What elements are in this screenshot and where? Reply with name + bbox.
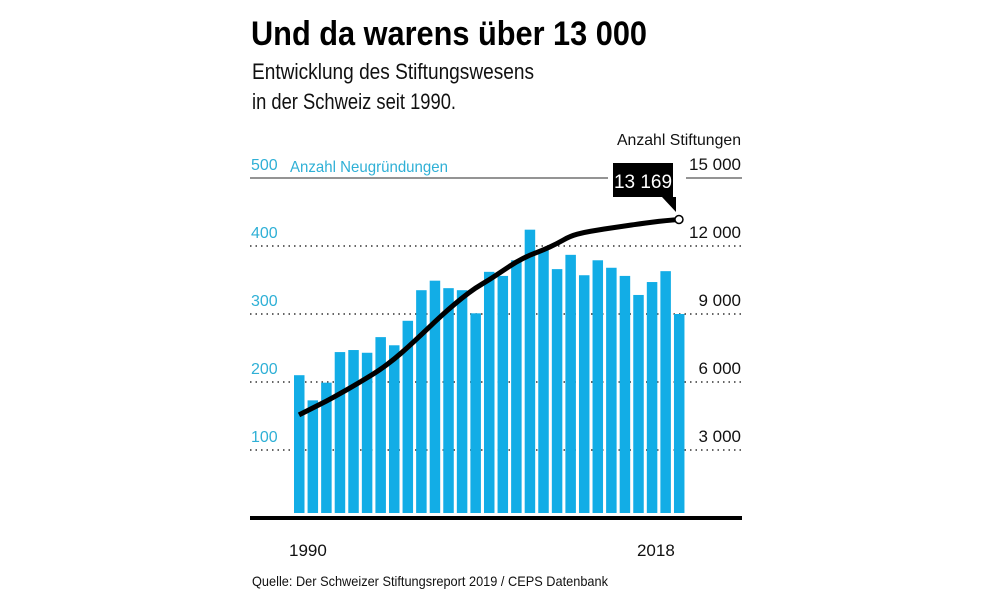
- bar-2008: [538, 250, 549, 513]
- right-tick-label: 12 000: [689, 223, 741, 242]
- left-axis-title: Anzahl Neugründungen: [290, 159, 448, 176]
- left-tick-label: 400: [251, 225, 278, 242]
- bar-1999: [416, 290, 427, 513]
- chart-title: Und da warens über 13 000: [251, 15, 647, 53]
- chart-subtitle-1: Entwicklung des Stiftungswesens: [252, 59, 534, 84]
- x-tick-label: 2018: [637, 541, 675, 560]
- bar-2014: [619, 275, 631, 513]
- bar-2006: [511, 260, 522, 513]
- annotation-pointer: [662, 197, 676, 212]
- bar-1994: [348, 350, 359, 513]
- bar-2017: [660, 271, 671, 513]
- bar-2011: [578, 275, 590, 513]
- bar-2013: [606, 267, 617, 513]
- bar-2010: [565, 254, 576, 513]
- annotation-box: [613, 163, 673, 197]
- bar-2000: [429, 280, 441, 513]
- left-tick-label: 300: [251, 293, 278, 310]
- series-line-stiftungen: [297, 217, 680, 418]
- right-axis-title: Anzahl Stiftungen: [617, 132, 741, 149]
- x-tick-label: 1990: [289, 541, 327, 560]
- bar-1992: [321, 382, 332, 513]
- bar-2004: [483, 271, 495, 513]
- left-tick-label: 500: [251, 157, 278, 174]
- right-tick-label: 15 000: [689, 155, 741, 174]
- bar-1995: [361, 352, 373, 513]
- source: Quelle: Der Schweizer Stiftungsreport 20…: [252, 573, 609, 589]
- bar-2016: [646, 282, 658, 513]
- bar-1993: [334, 352, 346, 513]
- annotation-value: 13 169: [614, 172, 672, 193]
- line-end-marker: [674, 214, 684, 225]
- bar-1990: [294, 375, 305, 513]
- bar-2007: [524, 229, 536, 513]
- bar-2001: [443, 288, 454, 513]
- bar-2012: [592, 260, 604, 513]
- bar-1991: [307, 400, 319, 513]
- right-tick-label: 9 000: [698, 291, 741, 310]
- bar-2015: [633, 294, 644, 513]
- bar-2018: [673, 314, 685, 513]
- chart-subtitle-2: in der Schweiz seit 1990.: [252, 89, 456, 114]
- bar-2005: [497, 275, 509, 513]
- bar-2009: [551, 269, 563, 513]
- bar-2002: [456, 290, 468, 513]
- bar-1998: [402, 320, 414, 513]
- bar-1997: [388, 345, 400, 513]
- left-tick-label: 200: [251, 361, 278, 378]
- bar-1996: [375, 337, 386, 513]
- bar-2003: [470, 313, 481, 513]
- left-tick-label: 100: [251, 429, 278, 446]
- right-tick-label: 6 000: [698, 359, 741, 378]
- right-tick-label: 3 000: [698, 427, 741, 446]
